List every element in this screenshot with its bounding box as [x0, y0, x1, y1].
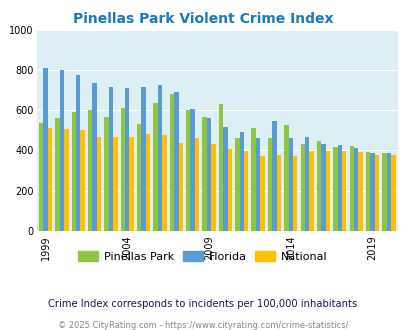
Bar — [136, 124, 141, 231]
Bar — [223, 127, 227, 231]
Bar — [60, 70, 64, 231]
Bar — [158, 85, 162, 231]
Bar — [288, 138, 292, 231]
Bar — [96, 137, 101, 231]
Bar — [153, 103, 158, 231]
Bar — [386, 153, 390, 231]
Bar — [162, 135, 166, 231]
Bar — [284, 125, 288, 231]
Legend: Pinellas Park, Florida, National: Pinellas Park, Florida, National — [74, 247, 331, 267]
Bar — [276, 154, 280, 231]
Bar — [169, 94, 174, 231]
Bar — [365, 152, 369, 231]
Bar — [267, 138, 272, 231]
Bar — [304, 137, 309, 231]
Bar — [341, 151, 345, 231]
Bar — [239, 132, 243, 231]
Bar — [178, 144, 183, 231]
Bar — [190, 109, 194, 231]
Bar — [109, 87, 113, 231]
Bar — [358, 152, 362, 231]
Text: Pinellas Park Violent Crime Index: Pinellas Park Violent Crime Index — [72, 12, 333, 25]
Bar — [113, 137, 117, 231]
Bar — [80, 130, 85, 231]
Bar — [316, 142, 320, 231]
Bar — [129, 137, 134, 231]
Bar — [309, 151, 313, 231]
Bar — [92, 83, 96, 231]
Bar — [325, 151, 329, 231]
Bar — [227, 149, 231, 231]
Bar — [211, 145, 215, 231]
Bar — [145, 134, 150, 231]
Bar — [272, 121, 276, 231]
Bar — [71, 112, 76, 231]
Bar — [353, 148, 358, 231]
Bar — [88, 110, 92, 231]
Bar — [43, 68, 48, 231]
Bar — [255, 138, 260, 231]
Bar — [369, 153, 374, 231]
Bar — [390, 154, 394, 231]
Bar — [185, 110, 190, 231]
Bar — [260, 155, 264, 231]
Text: Crime Index corresponds to incidents per 100,000 inhabitants: Crime Index corresponds to incidents per… — [48, 299, 357, 309]
Bar — [292, 155, 297, 231]
Bar — [300, 145, 304, 231]
Bar — [64, 129, 68, 231]
Bar — [76, 75, 80, 231]
Bar — [141, 87, 145, 231]
Bar — [104, 117, 109, 231]
Bar — [251, 128, 255, 231]
Bar — [234, 138, 239, 231]
Bar — [174, 92, 178, 231]
Bar — [333, 148, 337, 231]
Bar — [194, 138, 199, 231]
Bar — [349, 147, 353, 231]
Bar — [382, 153, 386, 231]
Bar — [320, 145, 325, 231]
Bar — [243, 151, 248, 231]
Bar — [120, 108, 125, 231]
Bar — [374, 154, 378, 231]
Bar — [55, 118, 60, 231]
Bar — [39, 123, 43, 231]
Bar — [218, 104, 223, 231]
Text: © 2025 CityRating.com - https://www.cityrating.com/crime-statistics/: © 2025 CityRating.com - https://www.city… — [58, 321, 347, 330]
Bar — [337, 146, 341, 231]
Bar — [48, 128, 52, 231]
Bar — [206, 118, 211, 231]
Bar — [202, 117, 206, 231]
Bar — [125, 88, 129, 231]
